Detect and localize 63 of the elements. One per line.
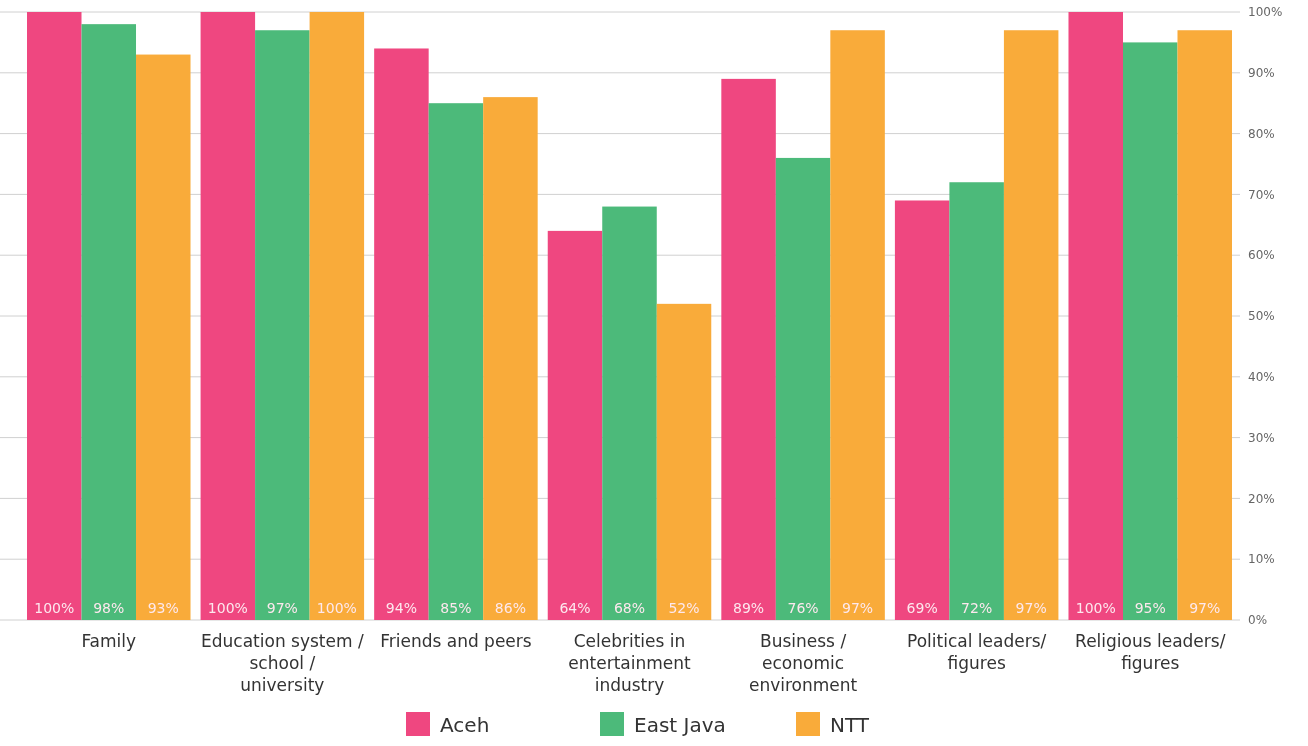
y-tick-label: 0%	[1248, 613, 1268, 628]
bar	[374, 48, 429, 620]
bar	[200, 12, 256, 620]
bar	[830, 30, 885, 620]
bar	[1177, 30, 1232, 620]
bar	[775, 157, 831, 620]
x-tick-label: Education system / school / university	[201, 631, 364, 695]
data-label: 64%	[559, 600, 591, 616]
bar	[894, 200, 950, 620]
data-label: 68%	[613, 600, 646, 616]
data-label: 94%	[385, 600, 417, 616]
bar	[81, 24, 137, 620]
y-tick-label: 30%	[1248, 430, 1275, 445]
bar	[1068, 12, 1123, 620]
x-tick-label: Friends and peers	[380, 631, 532, 651]
bar	[949, 182, 1004, 620]
data-label: 100%	[207, 600, 248, 616]
data-label: 52%	[668, 600, 700, 616]
data-label: 97%	[1015, 600, 1047, 616]
data-label: 95%	[1134, 600, 1166, 616]
data-label: 86%	[494, 600, 526, 616]
y-tick-label: 70%	[1248, 187, 1275, 202]
legend-label: East Java	[634, 713, 726, 737]
data-label: 100%	[316, 600, 357, 616]
data-label: 97%	[842, 600, 874, 616]
bar	[602, 206, 657, 620]
data-label: 97%	[266, 600, 298, 616]
bar	[309, 12, 365, 620]
x-tick-label: Political leaders/ figures	[907, 631, 1047, 673]
data-label: 89%	[733, 600, 765, 616]
x-tick-label: Family	[81, 631, 137, 651]
data-label: 76%	[787, 600, 819, 616]
data-label: 85%	[440, 600, 472, 616]
bar	[656, 303, 712, 620]
y-tick-label: 90%	[1248, 66, 1275, 80]
legend-label: Aceh	[440, 713, 490, 737]
data-label: 100%	[1075, 600, 1116, 616]
data-label: 97%	[1189, 600, 1221, 616]
bar	[721, 78, 776, 620]
bar	[27, 12, 82, 620]
bar	[547, 230, 603, 620]
y-tick-label: 50%	[1248, 309, 1275, 324]
data-label: 100%	[34, 600, 75, 616]
y-tick-label: 60%	[1248, 248, 1275, 263]
y-tick-label: 40%	[1248, 370, 1275, 384]
bar	[1003, 30, 1059, 620]
y-tick-label: 100%	[1248, 5, 1283, 20]
data-label: 98%	[93, 600, 125, 616]
bar	[428, 103, 484, 620]
bar	[1122, 42, 1178, 620]
y-tick-label: 20%	[1248, 491, 1275, 506]
bar	[136, 54, 191, 620]
x-tick-label: Business / economic environment	[748, 631, 858, 695]
x-tick-label: Celebrities in entertainment industry	[568, 631, 692, 695]
bar	[255, 30, 310, 620]
data-label: 69%	[906, 600, 938, 616]
x-tick-label: Religious leaders/ figures	[1075, 631, 1226, 673]
data-label: 72%	[961, 600, 993, 616]
data-label: 93%	[147, 600, 179, 616]
y-tick-label: 80%	[1248, 126, 1275, 141]
bar	[483, 97, 538, 620]
y-tick-label: 10%	[1248, 552, 1275, 567]
legend-label: NTT	[830, 713, 870, 737]
